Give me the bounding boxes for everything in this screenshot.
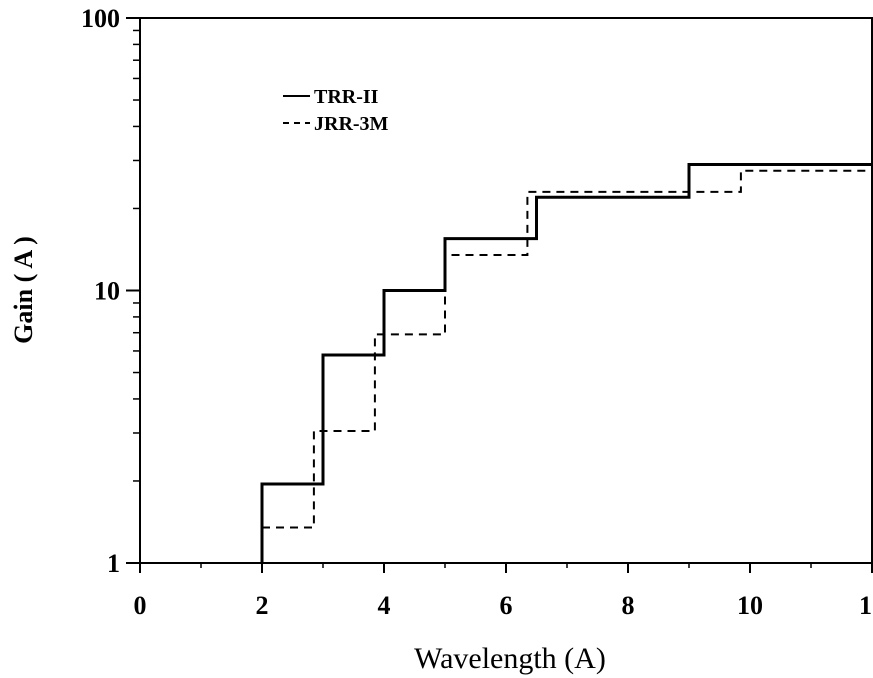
x-axis-title: Wavelength (A)	[414, 642, 606, 675]
x-ticks: 0 2 4 6 8 10 1	[134, 563, 873, 620]
y-tick-label: 1	[107, 549, 120, 578]
y-tick-label: 10	[94, 277, 120, 306]
legend-label-jrr-3m: JRR-3M	[314, 113, 389, 135]
y-tick-label: 100	[81, 4, 120, 33]
x-tick-label: 4	[378, 591, 391, 620]
x-tick-label: 6	[500, 591, 513, 620]
series-line-jrr-3m	[262, 169, 872, 529]
x-tick-label: 8	[622, 591, 635, 620]
series-layer	[260, 163, 872, 563]
x-tick-label: 2	[256, 591, 269, 620]
legend: TRR-II JRR-3M	[283, 86, 389, 135]
x-tick-label: 1	[859, 591, 872, 620]
plot-frame	[139, 17, 873, 564]
y-axis-title: Gain ( A )	[9, 236, 38, 344]
x-tick-label: 0	[134, 591, 147, 620]
series-line-trr-ii	[260, 163, 872, 563]
x-tick-label: 10	[737, 591, 763, 620]
y-major-ticks: 1 10 100	[81, 4, 140, 578]
y-minor-ticks	[133, 29, 140, 482]
legend-label-trr-ii: TRR-II	[314, 86, 379, 108]
